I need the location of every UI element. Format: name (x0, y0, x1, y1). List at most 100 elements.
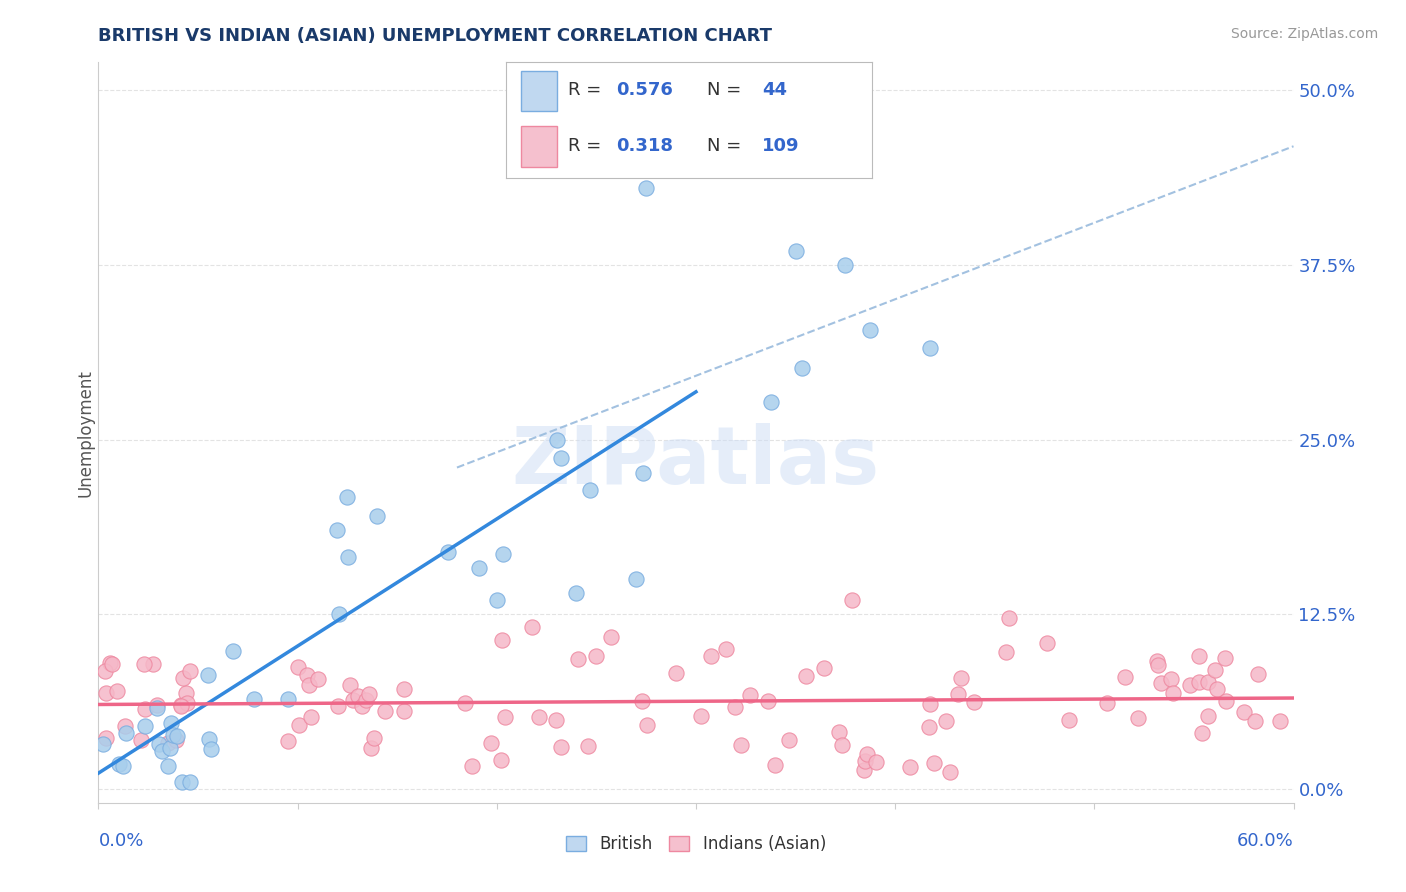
Point (567, 652, 589, 666)
Point (277, 733, 299, 747)
Point (522, 620, 544, 634)
Point (834, 258, 856, 272)
Point (374, 704, 396, 718)
Point (222, 644, 245, 658)
Point (1188, 648, 1211, 663)
Point (112, 759, 135, 773)
Point (841, 593, 863, 607)
Point (544, 713, 567, 727)
Point (298, 678, 321, 692)
Point (949, 671, 972, 685)
Point (778, 733, 800, 747)
Point (326, 698, 349, 713)
Point (922, 756, 945, 770)
Point (94, 731, 117, 745)
Point (352, 699, 374, 714)
Point (150, 744, 173, 758)
Point (339, 678, 361, 692)
Point (1197, 709, 1219, 723)
Point (550, 450, 572, 465)
Point (935, 714, 957, 728)
Point (172, 671, 194, 685)
Point (346, 690, 368, 704)
Point (831, 738, 853, 752)
Text: BRITISH VS INDIAN (ASIAN) UNEMPLOYMENT CORRELATION CHART: BRITISH VS INDIAN (ASIAN) UNEMPLOYMENT C… (98, 27, 772, 45)
Point (1188, 675, 1211, 690)
Point (759, 395, 782, 409)
Text: R =: R = (568, 137, 607, 155)
Point (342, 693, 364, 707)
Point (853, 763, 876, 777)
Point (855, 754, 877, 768)
Point (243, 692, 266, 706)
Point (170, 698, 193, 713)
Point (565, 586, 588, 600)
Point (1147, 658, 1170, 673)
Point (366, 509, 388, 524)
Point (288, 718, 311, 732)
Point (170, 698, 193, 712)
Point (920, 697, 942, 711)
Text: 44: 44 (762, 81, 787, 99)
Point (134, 702, 156, 716)
Point (738, 688, 761, 702)
Point (492, 547, 515, 561)
Point (156, 737, 179, 751)
Point (794, 669, 817, 683)
Point (299, 710, 322, 724)
Point (436, 545, 458, 559)
Point (170, 775, 193, 789)
Point (287, 660, 309, 674)
Point (359, 687, 381, 701)
Point (1057, 714, 1080, 728)
Point (730, 738, 752, 752)
Point (174, 686, 197, 700)
Point (828, 725, 851, 739)
Point (1150, 676, 1173, 690)
Point (1206, 681, 1229, 696)
Point (948, 687, 970, 701)
Point (1244, 714, 1267, 728)
Point (1178, 677, 1201, 691)
Point (856, 747, 879, 761)
Point (468, 561, 491, 575)
Point (918, 720, 941, 734)
Point (277, 692, 299, 706)
Bar (520, 126, 557, 167)
Point (1213, 650, 1236, 665)
Text: 0.318: 0.318 (616, 137, 673, 155)
Y-axis label: Unemployment: Unemployment (76, 368, 94, 497)
Point (1146, 654, 1168, 668)
Point (1247, 667, 1270, 681)
Point (94, 686, 117, 700)
Point (599, 630, 621, 644)
Point (485, 593, 508, 607)
Point (160, 715, 183, 730)
Point (98, 657, 121, 671)
Point (307, 672, 329, 686)
Point (636, 717, 658, 731)
Point (690, 708, 713, 723)
Point (938, 764, 960, 779)
Point (785, 244, 807, 258)
Point (962, 695, 984, 709)
Point (578, 483, 600, 497)
Point (146, 698, 169, 712)
Text: Source: ZipAtlas.com: Source: ZipAtlas.com (1230, 27, 1378, 41)
Point (585, 648, 607, 663)
Point (295, 667, 318, 681)
Text: 109: 109 (762, 137, 800, 155)
Text: 60.0%: 60.0% (1237, 832, 1294, 850)
Point (527, 710, 550, 724)
Point (898, 760, 921, 774)
Point (716, 642, 738, 657)
Point (134, 719, 156, 733)
Point (162, 728, 184, 742)
Point (114, 719, 136, 733)
Point (1126, 711, 1149, 725)
Point (631, 694, 654, 708)
Point (360, 741, 382, 756)
Point (550, 739, 572, 754)
Point (336, 549, 359, 564)
Point (813, 661, 835, 675)
